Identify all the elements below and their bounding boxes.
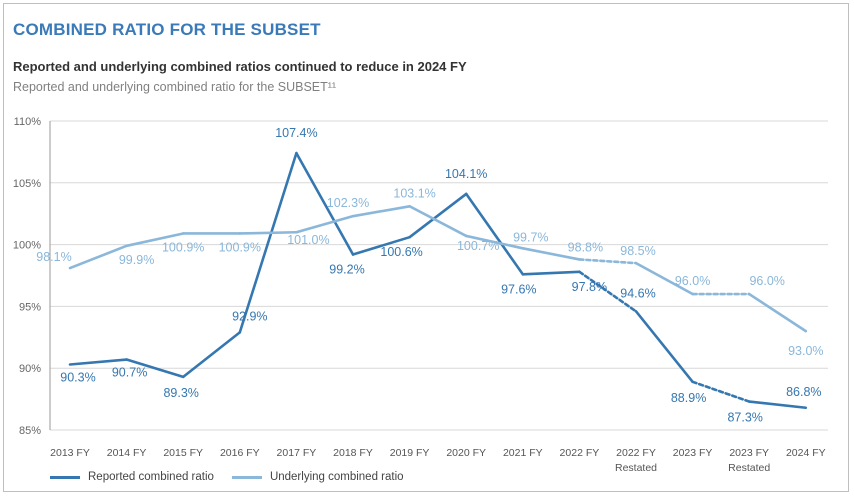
x-tick-label: 2023 FY Restated [728,447,770,474]
data-label-underlying: 100.9% [219,240,261,254]
x-tick-label: 2021 FY [503,447,543,459]
legend-swatch-underlying [231,475,262,479]
series-segment-reported [747,400,808,410]
data-label-reported: 92.9% [232,309,267,323]
series-segment-underlying [521,247,581,261]
series-segment-reported [351,235,411,256]
data-label-reported: 107.4% [275,126,317,140]
series-segment-underlying [747,292,808,333]
chart-series-lines [68,151,808,410]
chart-data-labels: 90.3% 90.7% 89.3% 92.9% 107.4% 99.2% 100.6% 104… [36,126,823,424]
x-axis: 2013 FY 2014 FY 2015 FY 2016 FY 2017 FY 2018 … [50,447,826,474]
data-label-reported: 99.2% [329,262,364,276]
series-segment-underlying [351,204,411,218]
x-tick-label: 2023 FY [673,447,713,459]
series-segment-underlying [578,258,638,265]
series-segment-reported [521,270,581,276]
data-label-reported: 94.6% [620,286,655,300]
legend-label-reported: Reported combined ratio [88,471,214,483]
x-tick-label: 2019 FY [390,447,430,459]
chart-subtitle: Reported and underlying combined ratios … [13,59,467,74]
x-tick-label: 2017 FY [277,447,317,459]
x-tick-label: 2013 FY [50,447,90,459]
data-label-reported: 86.8% [786,385,821,399]
series-segment-reported [238,151,298,334]
series-segment-reported [181,331,242,379]
series-segment-reported [578,270,638,313]
x-tick-label: 2020 FY [446,447,486,459]
data-label-reported: 90.7% [112,366,147,380]
series-segment-reported [295,151,355,256]
data-label-reported: 97.6% [501,282,536,296]
data-label-underlying: 96.0% [749,274,784,288]
legend-label-underlying: Underlying combined ratio [269,471,404,483]
data-label-underlying: 99.7% [513,230,548,244]
x-tick-label: 2014 FY [107,447,147,459]
series-segment-reported [408,192,468,239]
chart-frame [3,3,849,492]
legend-item-reported: Reported combined ratio [50,471,214,483]
series-segment-underlying [408,204,468,238]
series-segment-underlying [295,214,355,234]
y-tick-label: 110% [14,116,42,128]
data-label-underlying: 103.1% [393,186,435,200]
x-tick-label: 2022 FY [560,447,600,459]
x-tick-label: 2022 FY Restated [615,447,657,474]
data-label-underlying: 101.0% [287,233,329,247]
x-tick-label: 2016 FY [220,447,260,459]
series-segment-reported [634,310,694,384]
series-segment-underlying [238,230,298,235]
chart-grid [50,120,828,431]
y-tick-label: 100% [13,240,41,252]
series-segment-underlying [464,234,525,250]
data-label-underlying: 102.3% [327,196,369,210]
x-tick-label: 2018 FY [333,447,373,459]
y-axis: 85% 90% 95% 100% 105% 110% [13,116,51,437]
data-label-reported: 104.1% [445,167,487,181]
data-label-reported: 90.3% [60,370,95,384]
data-label-underlying: 98.5% [620,244,655,258]
data-label-underlying: 98.1% [36,250,71,264]
data-label-underlying: 98.8% [568,240,603,254]
data-label-reported: 100.6% [380,245,422,259]
y-tick-label: 95% [19,301,41,313]
chart-caption: Reported and underlying combined ratio f… [13,80,337,94]
data-label-underlying: 96.0% [675,274,710,288]
series-segment-reported [691,380,751,403]
data-label-reported: 89.3% [163,386,198,400]
series-segment-underlying [634,261,694,296]
y-tick-label: 105% [13,178,41,190]
chart-section-title: COMBINED RATIO FOR THE SUBSET [13,20,321,39]
y-tick-label: 90% [19,363,41,375]
series-segment-reported [125,358,185,379]
legend-swatch-reported [50,475,80,479]
legend-item-underlying: Underlying combined ratio [231,471,404,483]
data-label-underlying: 99.9% [119,253,154,267]
series-segment-underlying [68,244,128,270]
chart-legend: Reported combined ratio Underlying combi… [50,471,422,483]
data-label-underlying: 93.0% [788,344,823,358]
series-segment-underlying [125,232,185,248]
data-label-underlying: 100.9% [162,240,204,254]
data-label-underlying: 100.7% [457,239,499,253]
x-tick-label: 2024 FY [786,447,826,459]
series-segment-reported [68,358,128,366]
data-label-reported: 97.8% [572,280,607,294]
series-segment-reported [464,192,525,276]
data-label-reported: 87.3% [727,411,762,425]
data-label-reported: 88.9% [671,391,706,405]
y-tick-label: 85% [19,425,41,437]
x-tick-label: 2015 FY [163,447,203,459]
